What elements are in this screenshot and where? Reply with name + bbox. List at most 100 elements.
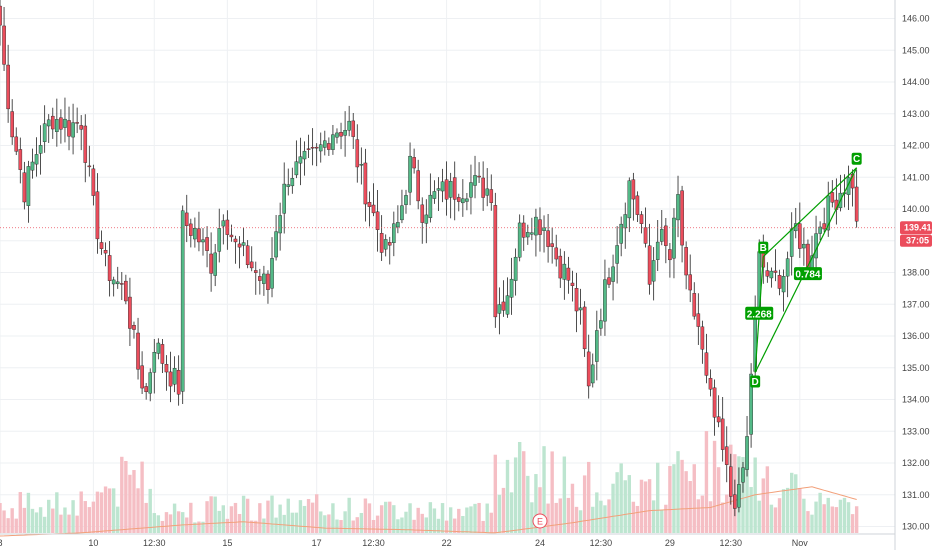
candle-body[interactable]	[392, 223, 396, 243]
candle-body[interactable]	[733, 494, 737, 509]
candle-body[interactable]	[205, 237, 209, 251]
candle-body[interactable]	[0, 5, 2, 26]
candle-body[interactable]	[611, 266, 615, 282]
candle-body[interactable]	[420, 204, 425, 223]
candle-body[interactable]	[659, 229, 664, 242]
candle-body[interactable]	[270, 258, 274, 289]
candle-body[interactable]	[290, 178, 295, 187]
candle-body[interactable]	[505, 295, 510, 315]
candle-body[interactable]	[798, 223, 802, 249]
candle-body[interactable]	[335, 132, 339, 138]
candle-body[interactable]	[737, 484, 741, 508]
candle-body[interactable]	[651, 260, 656, 282]
candle-body[interactable]	[444, 179, 449, 200]
candle-body[interactable]	[359, 164, 364, 166]
candle-body[interactable]	[526, 232, 530, 238]
candle-body[interactable]	[517, 222, 522, 258]
candle-body[interactable]	[286, 184, 291, 187]
earnings-marker-circle[interactable]	[532, 513, 548, 529]
candle-body[interactable]	[489, 189, 494, 203]
candle-body[interactable]	[765, 270, 770, 277]
pattern-ratio-box[interactable]	[793, 267, 822, 281]
candle-body[interactable]	[156, 342, 161, 354]
y-axis[interactable]: 129.00130.00131.00132.00133.00134.00135.…	[902, 14, 930, 550]
candle-body[interactable]	[302, 150, 307, 160]
candle-body[interactable]	[574, 288, 579, 312]
candle-body[interactable]	[501, 301, 506, 311]
x-axis[interactable]: 8 10 12:30 15 17 12:30 22 24 12:30 29 12:30 Nov	[0, 538, 808, 548]
candle-body[interactable]	[282, 183, 287, 214]
candle-body[interactable]	[71, 122, 75, 138]
candle-body[interactable]	[189, 223, 193, 236]
candle-body[interactable]	[75, 122, 79, 124]
candle-body[interactable]	[530, 232, 534, 235]
candle-body[interactable]	[590, 364, 595, 384]
pattern-point-box[interactable]	[758, 241, 769, 254]
candle-body[interactable]	[558, 255, 563, 279]
candle-body[interactable]	[566, 267, 571, 281]
candle-body[interactable]	[493, 205, 498, 318]
candle-body[interactable]	[745, 436, 749, 470]
candle-body[interactable]	[148, 372, 153, 394]
candle-body[interactable]	[209, 253, 213, 274]
candle-body[interactable]	[26, 166, 31, 206]
pattern-point-box[interactable]	[750, 375, 761, 388]
candle-body[interactable]	[452, 177, 457, 200]
candle-body[interactable]	[2, 25, 6, 65]
candle-body[interactable]	[781, 276, 786, 293]
candle-body[interactable]	[172, 368, 177, 385]
candle-body[interactable]	[318, 144, 323, 152]
candle-body[interactable]	[379, 233, 384, 253]
candle-body[interactable]	[363, 162, 368, 205]
candle-body[interactable]	[50, 115, 55, 130]
candle-body[interactable]	[777, 275, 782, 289]
candle-body[interactable]	[160, 344, 165, 364]
earnings-marker[interactable]: E	[532, 513, 548, 529]
candle-body[interactable]	[623, 214, 628, 229]
candle-body[interactable]	[245, 245, 250, 266]
candle-body[interactable]	[367, 202, 372, 207]
candle-body[interactable]	[42, 123, 47, 142]
candle-body[interactable]	[416, 170, 420, 202]
candle-body[interactable]	[595, 330, 599, 362]
candle-body[interactable]	[814, 233, 818, 259]
candle-body[interactable]	[225, 219, 230, 235]
candle-body[interactable]	[789, 228, 794, 257]
candle-body[interactable]	[375, 211, 380, 230]
candle-body[interactable]	[396, 222, 400, 228]
candle-body[interactable]	[87, 165, 92, 168]
candle-body[interactable]	[436, 188, 441, 191]
candle-body[interactable]	[201, 239, 205, 243]
candle-body[interactable]	[631, 179, 636, 200]
candle-body[interactable]	[22, 172, 27, 203]
candle-body[interactable]	[554, 247, 559, 260]
candle-body[interactable]	[10, 111, 14, 138]
candle-body[interactable]	[643, 227, 648, 244]
candle-body[interactable]	[103, 250, 108, 254]
candle-body[interactable]	[168, 371, 173, 387]
candle-body[interactable]	[115, 281, 120, 285]
candle-body[interactable]	[830, 192, 835, 203]
candle-body[interactable]	[298, 156, 303, 164]
candle-body[interactable]	[538, 219, 542, 235]
candle-body[interactable]	[63, 118, 67, 128]
candle-body[interactable]	[432, 191, 437, 199]
candle-body[interactable]	[854, 186, 859, 222]
candle-body[interactable]	[570, 282, 575, 286]
candle-body[interactable]	[83, 125, 88, 163]
candle-body[interactable]	[331, 134, 335, 150]
candle-body[interactable]	[672, 217, 676, 259]
candle-body[interactable]	[46, 119, 51, 127]
candle-body[interactable]	[241, 242, 246, 246]
candle-body[interactable]	[704, 352, 709, 376]
candle-body[interactable]	[428, 194, 433, 218]
candle-body[interactable]	[822, 223, 826, 230]
candle-body[interactable]	[655, 241, 660, 260]
candle-body[interactable]	[850, 173, 855, 189]
candle-body[interactable]	[91, 168, 96, 196]
candle-body[interactable]	[521, 222, 526, 238]
candle-body[interactable]	[253, 270, 258, 273]
candle-body[interactable]	[513, 256, 518, 281]
candle-body[interactable]	[461, 198, 465, 204]
candle-body[interactable]	[132, 325, 136, 330]
